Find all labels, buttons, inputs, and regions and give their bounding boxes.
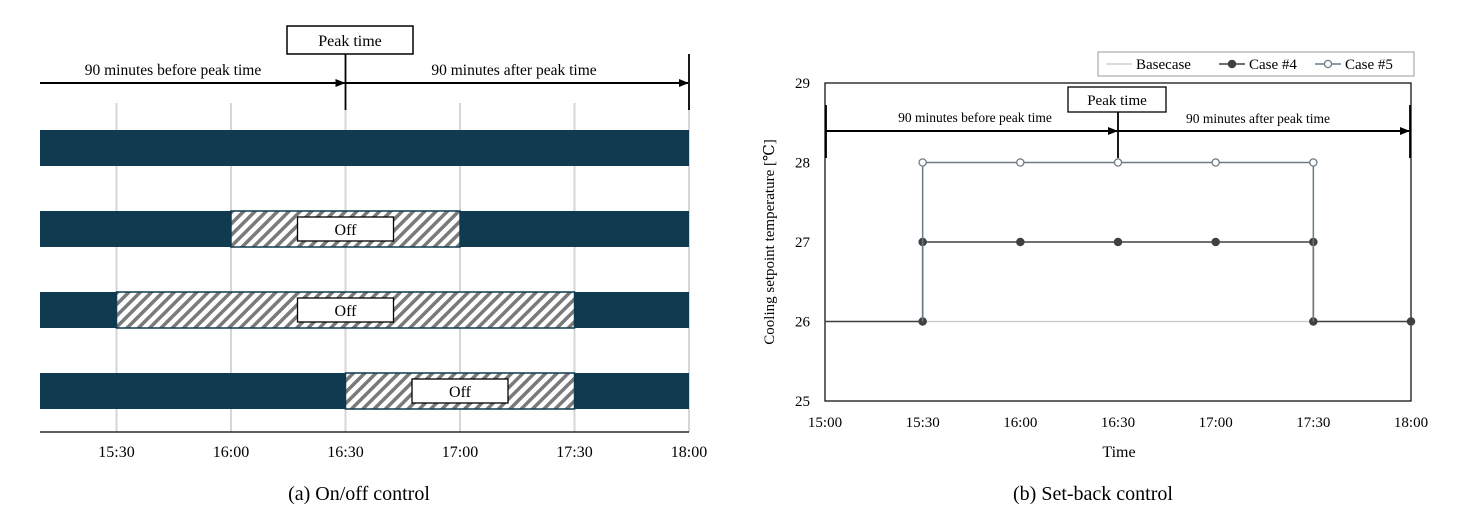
b-legend-marker-2 (1323, 59, 1333, 69)
a-row-3-off-label-box (411, 378, 509, 404)
b-legend-label-0: Basecase (1136, 57, 1191, 73)
b-y-tick-label-1: 26 (795, 315, 811, 331)
a-row-2-off-label-box (296, 297, 395, 323)
a-caption: (a) On/off control (288, 483, 430, 505)
a-after-label: 90 minutes after peak time (431, 62, 596, 79)
b-series-1-point-7 (1406, 317, 1416, 326)
a-row-2-on-bar-1 (574, 292, 689, 328)
b-series-2-point-0 (918, 158, 927, 167)
b-legend-box (1097, 51, 1415, 77)
a-row-2-off-label: Off (335, 303, 358, 320)
b-axes: 15:00 15:30 16:00 16:30 17:00 17:30 18:00 25 26 2… (795, 76, 1428, 431)
a-x-axis: 15:30 16:00 16:30 17:00 17:30 18:00 (40, 431, 707, 461)
a-x-tick-label-5: 18:00 (671, 444, 707, 461)
b-series-1-point-2 (1016, 237, 1025, 247)
a-row-3-on-bar-0 (40, 373, 346, 409)
b-legend-marker-1 (1227, 59, 1237, 69)
b-series-2-point-4 (1309, 158, 1318, 167)
b-series-1-point-3 (1113, 237, 1123, 247)
on-off-control-chart: Off Off Off 15:30 16:00 16:30 17:00 17:30 18:00… (40, 25, 707, 505)
b-series (825, 158, 1416, 326)
b-series-2-point-3 (1211, 158, 1220, 167)
a-peak-annotation: Peak time 90 minutes before peak time 90… (40, 25, 690, 110)
b-legend: Basecase Case #4 Case #5 (1097, 51, 1415, 77)
b-caption: (b) Set-back control (1013, 483, 1173, 505)
b-x-tick-label-0: 15:00 (808, 415, 842, 431)
b-ylabel: Cooling setpoint temperature [℃] (762, 139, 778, 344)
a-x-tick-label-0: 15:30 (98, 444, 134, 461)
b-peak-label: Peak time (1087, 93, 1147, 109)
b-y-tick-label-4: 29 (795, 76, 810, 92)
b-y-tick-label-0: 25 (795, 394, 810, 410)
a-row-3-off-label: Off (449, 384, 472, 401)
b-x-tick-label-6: 18:00 (1394, 415, 1428, 431)
b-legend-label-1: Case #4 (1249, 57, 1297, 73)
b-x-tick-label-1: 15:30 (906, 415, 940, 431)
a-row-1-off-label: Off (335, 222, 358, 239)
b-x-tick-label-2: 16:00 (1003, 415, 1037, 431)
b-peak-annotation: Peak time 90 minutes before peak time 90… (825, 86, 1411, 158)
a-peak-box (286, 25, 414, 55)
a-x-tick-label-3: 17:00 (442, 444, 478, 461)
b-series-1-point-4 (1211, 237, 1220, 247)
a-x-tick-label-4: 17:30 (556, 444, 592, 461)
b-series-2-point-2 (1113, 158, 1123, 167)
a-schedule-rows: Off Off Off (40, 130, 689, 410)
a-before-label: 90 minutes before peak time (85, 62, 262, 79)
a-row-1-on-bar-0 (40, 211, 231, 247)
a-x-tick-label-1: 16:00 (213, 444, 249, 461)
a-row-1-on-bar-1 (460, 211, 689, 247)
a-row-2-on-bar-0 (40, 292, 117, 328)
b-x-tick-label-4: 17:00 (1199, 415, 1233, 431)
b-legend-label-2: Case #5 (1345, 57, 1393, 73)
a-row-1-off-label-box (296, 216, 395, 242)
set-back-control-chart: 15:00 15:30 16:00 16:30 17:00 17:30 18:00 25 26 2… (762, 51, 1428, 505)
b-y-tick-label-3: 28 (795, 156, 810, 172)
b-xlabel: Time (1102, 444, 1135, 461)
b-peak-box (1067, 86, 1167, 113)
b-x-tick-label-3: 16:30 (1101, 415, 1135, 431)
b-series-2-point-1 (1016, 158, 1025, 167)
b-x-tick-label-5: 17:30 (1296, 415, 1330, 431)
b-before-label: 90 minutes before peak time (898, 110, 1052, 125)
b-y-tick-label-2: 27 (795, 235, 811, 251)
a-x-tick-label-2: 16:30 (327, 444, 363, 461)
b-after-label: 90 minutes after peak time (1186, 111, 1330, 126)
a-row-3-on-bar-1 (574, 373, 689, 409)
a-peak-label: Peak time (318, 33, 382, 50)
a-row-0-on-bar-0 (40, 130, 689, 166)
